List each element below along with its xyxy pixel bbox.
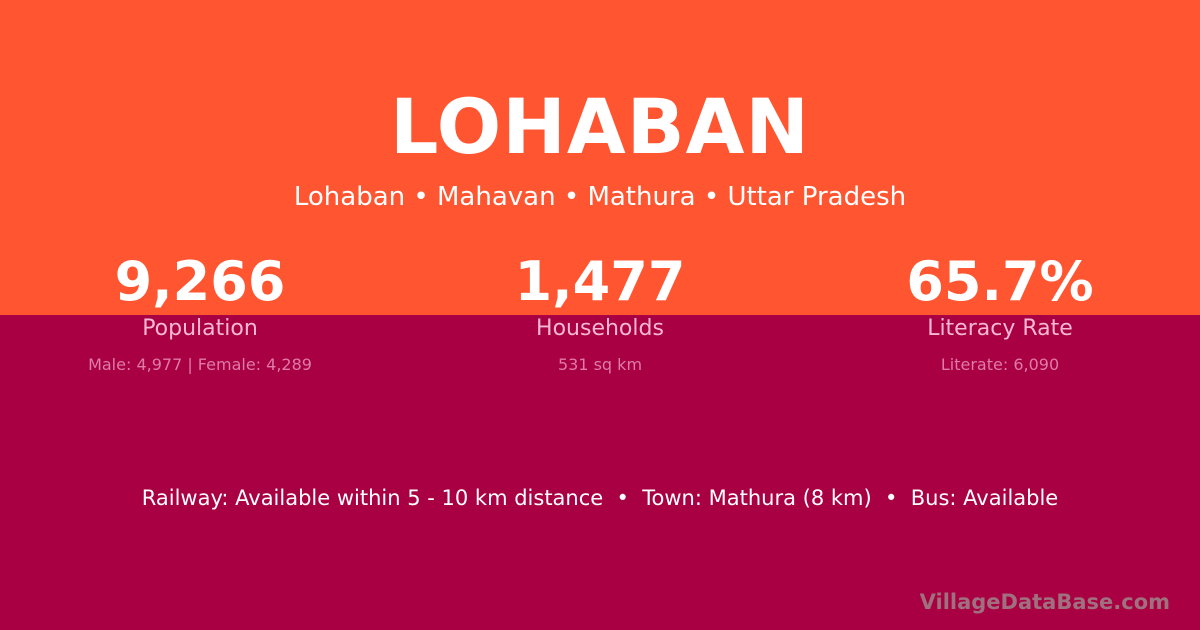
stat-label: Households bbox=[536, 316, 664, 341]
stat-value: 65.7% bbox=[906, 250, 1094, 313]
location-breadcrumb: Lohaban • Mahavan • Mathura • Uttar Prad… bbox=[293, 182, 907, 212]
page-title: LOHABAN bbox=[389, 82, 811, 171]
stat-detail: 531 sq km bbox=[557, 355, 643, 374]
stat-label: Population bbox=[142, 316, 258, 341]
stat-value: 9,266 bbox=[114, 250, 286, 313]
brand-logo: VillageDataBase.com bbox=[919, 590, 1170, 614]
stat-value: 1,477 bbox=[514, 250, 686, 313]
stat-label: Literacy Rate bbox=[927, 316, 1073, 341]
stat-detail: Literate: 6,090 bbox=[940, 355, 1060, 374]
header-band bbox=[0, 0, 1200, 315]
stat-detail: Male: 4,977 | Female: 4,289 bbox=[88, 355, 312, 374]
connectivity-info: Railway: Available within 5 - 10 km dist… bbox=[141, 486, 1059, 510]
